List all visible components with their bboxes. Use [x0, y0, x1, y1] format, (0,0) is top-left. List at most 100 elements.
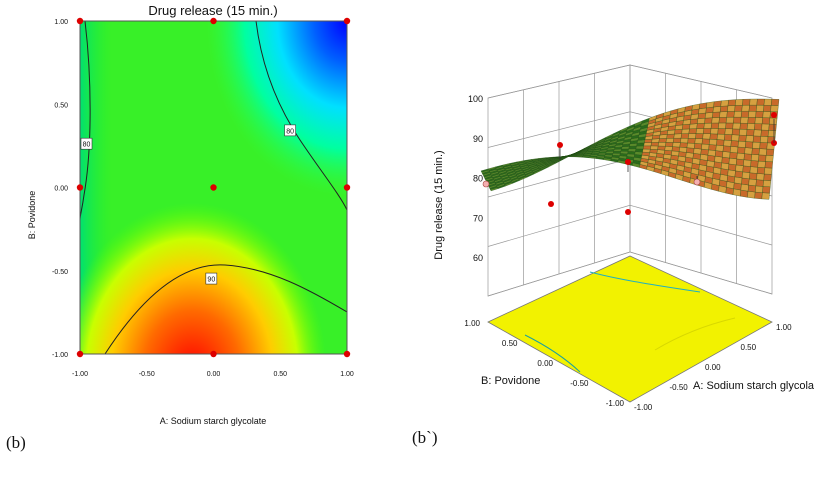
x-tick-label: -0.50 [139, 371, 155, 378]
surface-cell [740, 111, 750, 118]
surface-point [625, 159, 631, 165]
surface-cell [744, 147, 753, 155]
surface-cell [657, 142, 667, 147]
surface-cell [725, 122, 734, 129]
surface-cell [745, 135, 754, 143]
surface-cell [666, 133, 675, 139]
surface-cell [724, 134, 733, 141]
surface-cell [635, 145, 644, 150]
surface-cell [710, 128, 719, 135]
surface-cell [709, 133, 718, 140]
surface-cell [671, 146, 680, 152]
surface-cell [728, 163, 737, 172]
b-tick-label: 0.00 [537, 359, 553, 368]
surface-cell [589, 154, 599, 157]
surface-cell [749, 172, 758, 180]
surface-cell [701, 143, 710, 150]
surface-cell [686, 142, 695, 149]
surface-cell [719, 111, 728, 118]
surface-cell [735, 158, 745, 166]
surface-cell [678, 146, 688, 153]
surface-cell [714, 155, 723, 163]
surface-cell [722, 145, 731, 153]
floor-contour-left [524, 334, 581, 373]
y-axis-ticks: -1.00 -0.50 0.00 0.50 1.00 [52, 19, 68, 359]
surface-cell [620, 151, 629, 154]
surface-cell [693, 148, 702, 155]
surface-cell [650, 142, 659, 147]
surface-cell [730, 140, 739, 148]
surface-cell [766, 148, 775, 156]
surface-cell [712, 111, 721, 118]
z-tick-label: 80 [473, 174, 483, 184]
surface-cell [755, 104, 765, 112]
x-tick-label: 0.00 [207, 371, 221, 378]
surface-cell [746, 123, 756, 130]
surface-cell [605, 152, 614, 156]
design-point [76, 17, 84, 25]
surface-cell [767, 130, 777, 137]
contour-line-80-left [80, 21, 91, 221]
surface-cell [673, 138, 682, 143]
surface-cell [751, 147, 760, 156]
surface-cell [760, 129, 769, 137]
design-point [343, 17, 351, 25]
response-surface [480, 98, 780, 200]
surface-cell [762, 111, 771, 118]
surface-cell [727, 99, 736, 107]
surface-cell [759, 142, 768, 150]
surface-cell [663, 150, 673, 156]
surface-cell [657, 145, 666, 151]
surface-cell [715, 144, 724, 152]
surface-cell [747, 117, 756, 124]
surface-point [693, 178, 701, 186]
z-axis-ticks: 60 70 80 90 100 [468, 94, 483, 263]
surface-cell [738, 134, 747, 142]
surface-design-points [482, 112, 777, 215]
surface-cell [764, 167, 773, 175]
surface-cell [746, 129, 755, 137]
floor-contour-right [654, 317, 736, 351]
y-tick-label: -1.00 [52, 352, 68, 359]
surface-cell [731, 128, 741, 136]
surface-cell [709, 138, 718, 146]
surface-cell [755, 179, 764, 187]
contour-label-box [284, 124, 296, 137]
surface-cell [716, 133, 726, 141]
surface-cell [740, 117, 749, 124]
surface-cell [761, 192, 770, 200]
surface-cell [763, 98, 772, 106]
surface-cell [737, 140, 746, 148]
surface-cell [752, 141, 761, 149]
surface-cell [707, 155, 716, 162]
surface-cell [724, 128, 733, 135]
surface-cell [695, 133, 704, 139]
surface-cell [721, 156, 730, 165]
surface-cell [743, 153, 752, 161]
contour-line-80-right [255, 21, 347, 211]
x-tick-label: -1.00 [72, 371, 88, 378]
surface-cell [703, 128, 712, 134]
b-tick-label: 0.50 [502, 339, 518, 348]
surface-cell [742, 98, 751, 106]
surface-cell [748, 178, 757, 187]
surface-cell [680, 133, 690, 139]
surface-cell [714, 150, 724, 158]
surface-cell [706, 101, 715, 109]
surface-cell [754, 123, 763, 131]
surface-cell [731, 134, 740, 142]
surface-cell [612, 153, 621, 156]
surface-cell [733, 117, 742, 124]
surface-cell [707, 149, 716, 157]
surface-cell [732, 122, 741, 130]
y-tick-label: 1.00 [54, 19, 68, 26]
surface-cell [764, 161, 773, 169]
surface-cell [734, 105, 743, 112]
surface-cell [680, 138, 689, 144]
surface-cell [697, 117, 706, 124]
surface-cell [723, 139, 732, 147]
b-tick-label: 1.00 [464, 319, 480, 328]
surface-cell [735, 99, 744, 106]
surface-cell [717, 128, 726, 135]
design-point [210, 350, 217, 358]
